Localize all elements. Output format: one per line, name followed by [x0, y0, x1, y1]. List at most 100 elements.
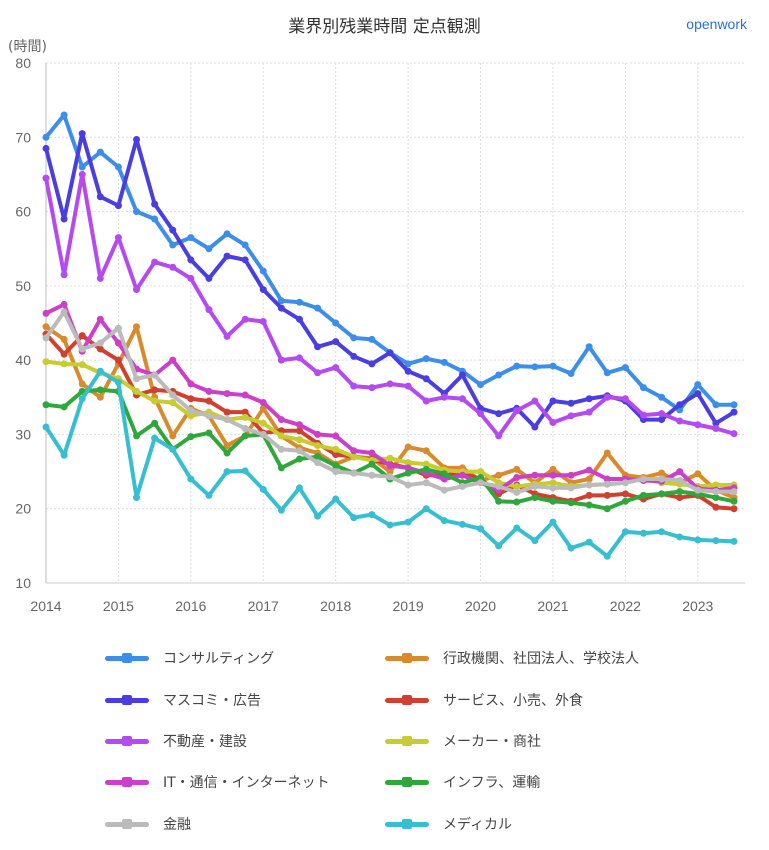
data-point: [458, 520, 466, 528]
data-point: [169, 263, 177, 271]
legend-swatch: [385, 694, 429, 705]
data-point: [60, 308, 68, 316]
legend-item[interactable]: IT・通信・インターネット: [105, 772, 330, 792]
data-point: [549, 465, 557, 473]
data-point: [114, 324, 122, 332]
data-point: [585, 491, 593, 499]
legend-swatch: [105, 776, 149, 787]
legend-label: インフラ、運輸: [443, 775, 541, 791]
data-point: [495, 410, 503, 418]
data-point: [658, 475, 666, 483]
data-point: [404, 481, 412, 489]
data-point: [386, 521, 394, 529]
data-point: [549, 419, 557, 427]
data-point: [458, 471, 466, 479]
x-tick-label: 2014: [30, 598, 61, 614]
data-point: [549, 479, 557, 487]
data-point: [169, 356, 177, 364]
data-point: [151, 386, 159, 394]
data-point: [133, 323, 141, 331]
data-point: [133, 387, 141, 395]
data-point: [422, 460, 430, 468]
legend-item[interactable]: 金融: [105, 814, 191, 834]
legend-item[interactable]: マスコミ・広告: [105, 690, 261, 710]
data-point: [295, 455, 303, 463]
data-point: [133, 136, 141, 144]
data-point: [187, 407, 195, 415]
data-point: [477, 479, 485, 487]
data-point: [133, 286, 141, 294]
data-point: [223, 332, 231, 340]
legend-label: コンサルティング: [163, 651, 275, 667]
legend-item[interactable]: サービス、小売、外食: [385, 690, 583, 710]
x-tick-label: 2022: [610, 598, 641, 614]
data-point: [422, 447, 430, 455]
data-point: [96, 393, 104, 401]
data-point: [277, 506, 285, 514]
legend-item[interactable]: メーカー・商社: [385, 731, 541, 751]
data-point: [676, 468, 684, 476]
data-point: [531, 494, 539, 502]
data-point: [730, 497, 738, 505]
data-point: [621, 490, 629, 498]
data-point: [78, 361, 86, 369]
legend-swatch: [385, 818, 429, 829]
data-point: [114, 356, 122, 364]
y-tick-label: 50: [15, 278, 31, 294]
data-point: [78, 163, 86, 171]
data-point: [549, 518, 557, 526]
data-point: [368, 511, 376, 519]
legend-item[interactable]: インフラ、運輸: [385, 772, 540, 792]
x-tick-label: 2018: [320, 598, 351, 614]
data-point: [187, 412, 195, 420]
data-point: [241, 432, 249, 440]
data-point: [694, 486, 702, 494]
data-point: [277, 416, 285, 424]
data-point: [42, 323, 50, 331]
data-point: [332, 462, 340, 470]
data-point: [332, 364, 340, 372]
data-point: [133, 432, 141, 440]
x-tick-label: 2016: [175, 598, 206, 614]
data-point: [712, 481, 720, 489]
y-tick-label: 30: [15, 426, 31, 442]
brand-logo[interactable]: openwork: [686, 16, 747, 32]
data-point: [133, 208, 141, 216]
data-point: [676, 533, 684, 541]
data-point: [60, 350, 68, 358]
data-point: [730, 537, 738, 545]
legend-swatch: [385, 652, 429, 663]
legend-item[interactable]: 不動産・建設: [105, 731, 247, 751]
data-point: [187, 395, 195, 403]
data-point: [712, 419, 720, 427]
data-point: [694, 390, 702, 398]
data-point: [386, 462, 394, 470]
data-point: [440, 517, 448, 525]
data-point: [42, 133, 50, 141]
data-point: [223, 408, 231, 416]
legend-item[interactable]: コンサルティング: [105, 648, 274, 668]
legend-swatch: [105, 652, 149, 663]
data-point: [549, 397, 557, 405]
data-point: [368, 460, 376, 468]
data-point: [531, 471, 539, 479]
data-point: [730, 505, 738, 513]
data-point: [658, 393, 666, 401]
data-point: [513, 465, 521, 473]
data-point: [404, 360, 412, 368]
data-point: [277, 297, 285, 305]
data-point: [314, 343, 322, 351]
data-point: [295, 298, 303, 306]
data-point: [513, 482, 521, 490]
legend-item[interactable]: 行政機関、社団法人、学校法人: [385, 648, 639, 668]
legend-item[interactable]: メディカル: [385, 814, 512, 834]
data-point: [187, 475, 195, 483]
data-point: [314, 512, 322, 520]
data-point: [350, 334, 358, 342]
data-point: [658, 528, 666, 536]
data-point: [676, 488, 684, 496]
data-point: [241, 413, 249, 421]
data-point: [96, 315, 104, 323]
data-point: [621, 479, 629, 487]
data-point: [585, 395, 593, 403]
